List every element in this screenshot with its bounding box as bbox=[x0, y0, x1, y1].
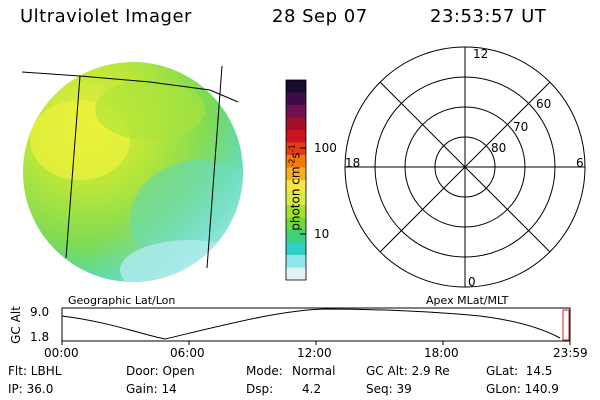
colorbar-swatch bbox=[286, 117, 306, 131]
status-filter: Flt: LBHL bbox=[8, 364, 62, 378]
colorbar-swatch bbox=[286, 142, 306, 156]
status-gc-alt: GC Alt: 2.9 Re bbox=[366, 364, 450, 378]
lat-line bbox=[21, 71, 239, 103]
colorbar-swatch bbox=[286, 217, 306, 231]
status-ip: IP: 36.0 bbox=[8, 382, 54, 396]
status-glat: GLat: 14.5 bbox=[486, 364, 553, 378]
altitude-curve bbox=[61, 308, 561, 340]
mlt-label-12: 12 bbox=[473, 47, 489, 61]
timeline-x-label-2359: 23:59 bbox=[553, 346, 588, 360]
colorbar-swatch bbox=[286, 267, 306, 281]
mlat-label-60: 60 bbox=[536, 97, 552, 111]
polar-plot bbox=[344, 46, 586, 288]
colorbar-swatch bbox=[286, 130, 306, 143]
colorbar-label-100: 100 bbox=[314, 141, 337, 155]
timeline-x-label-0000: 00:00 bbox=[44, 346, 79, 360]
timeline-axis-title: GC Alt bbox=[9, 306, 23, 344]
mlt-label-0: 0 bbox=[468, 275, 476, 289]
status-seq: Seq: 39 bbox=[366, 382, 412, 396]
polar-projection-label: Apex MLat/MLT bbox=[426, 294, 509, 307]
lon-line-east bbox=[206, 65, 223, 269]
timeline-y-top: 9.0 bbox=[30, 305, 50, 319]
colorbar-swatch bbox=[286, 192, 306, 206]
colorbar-swatch bbox=[286, 205, 306, 218]
timeline-y-bottom: 1.8 bbox=[30, 330, 50, 344]
colorbar-swatch bbox=[286, 255, 306, 268]
colorbar bbox=[286, 80, 306, 281]
colorbar-label-10: 10 bbox=[314, 227, 330, 241]
lon-line-west bbox=[65, 75, 81, 259]
time-label: 23:53:57 UT bbox=[430, 6, 547, 27]
status-mode-label: Mode: bbox=[246, 364, 283, 378]
colorbar-swatch bbox=[286, 105, 306, 118]
timeline-x-label-0600: 06:00 bbox=[170, 346, 205, 360]
colorbar-swatch bbox=[286, 230, 306, 243]
date-label: 28 Sep 07 bbox=[272, 6, 368, 27]
status-dsp-value: 4.2 bbox=[302, 382, 322, 396]
current-time-marker bbox=[562, 309, 570, 341]
colorbar-swatch bbox=[286, 242, 306, 256]
colorbar-swatch bbox=[286, 80, 306, 93]
polar-diag-2 bbox=[379, 81, 551, 253]
colorbar-swatch bbox=[286, 180, 306, 193]
status-glon: GLon: 140.9 bbox=[486, 382, 559, 396]
colorbar-swatch bbox=[286, 92, 306, 106]
mlt-label-18: 18 bbox=[345, 156, 361, 170]
image-projection-label: Geographic Lat/Lon bbox=[68, 294, 176, 307]
status-gain: Gain: 14 bbox=[126, 382, 177, 396]
status-dsp-label: Dsp: bbox=[246, 382, 274, 396]
instrument-title: Ultraviolet Imager bbox=[20, 6, 192, 27]
status-mode-value: Normal bbox=[292, 364, 336, 378]
mlat-label-80: 80 bbox=[491, 141, 507, 155]
timeline-frame bbox=[61, 307, 571, 342]
timeline-x-label-1200: 12:00 bbox=[297, 346, 332, 360]
colorbar-swatch bbox=[286, 167, 306, 181]
uv-image-disk bbox=[21, 62, 243, 282]
colorbar-swatch bbox=[286, 155, 306, 168]
mlt-label-6: 6 bbox=[576, 156, 584, 170]
colorbar-unit-label: photon cm-2s-1 bbox=[287, 144, 303, 231]
mlat-label-70: 70 bbox=[513, 120, 529, 134]
timeline-x-label-1800: 18:00 bbox=[424, 346, 459, 360]
status-door: Door: Open bbox=[126, 364, 195, 378]
